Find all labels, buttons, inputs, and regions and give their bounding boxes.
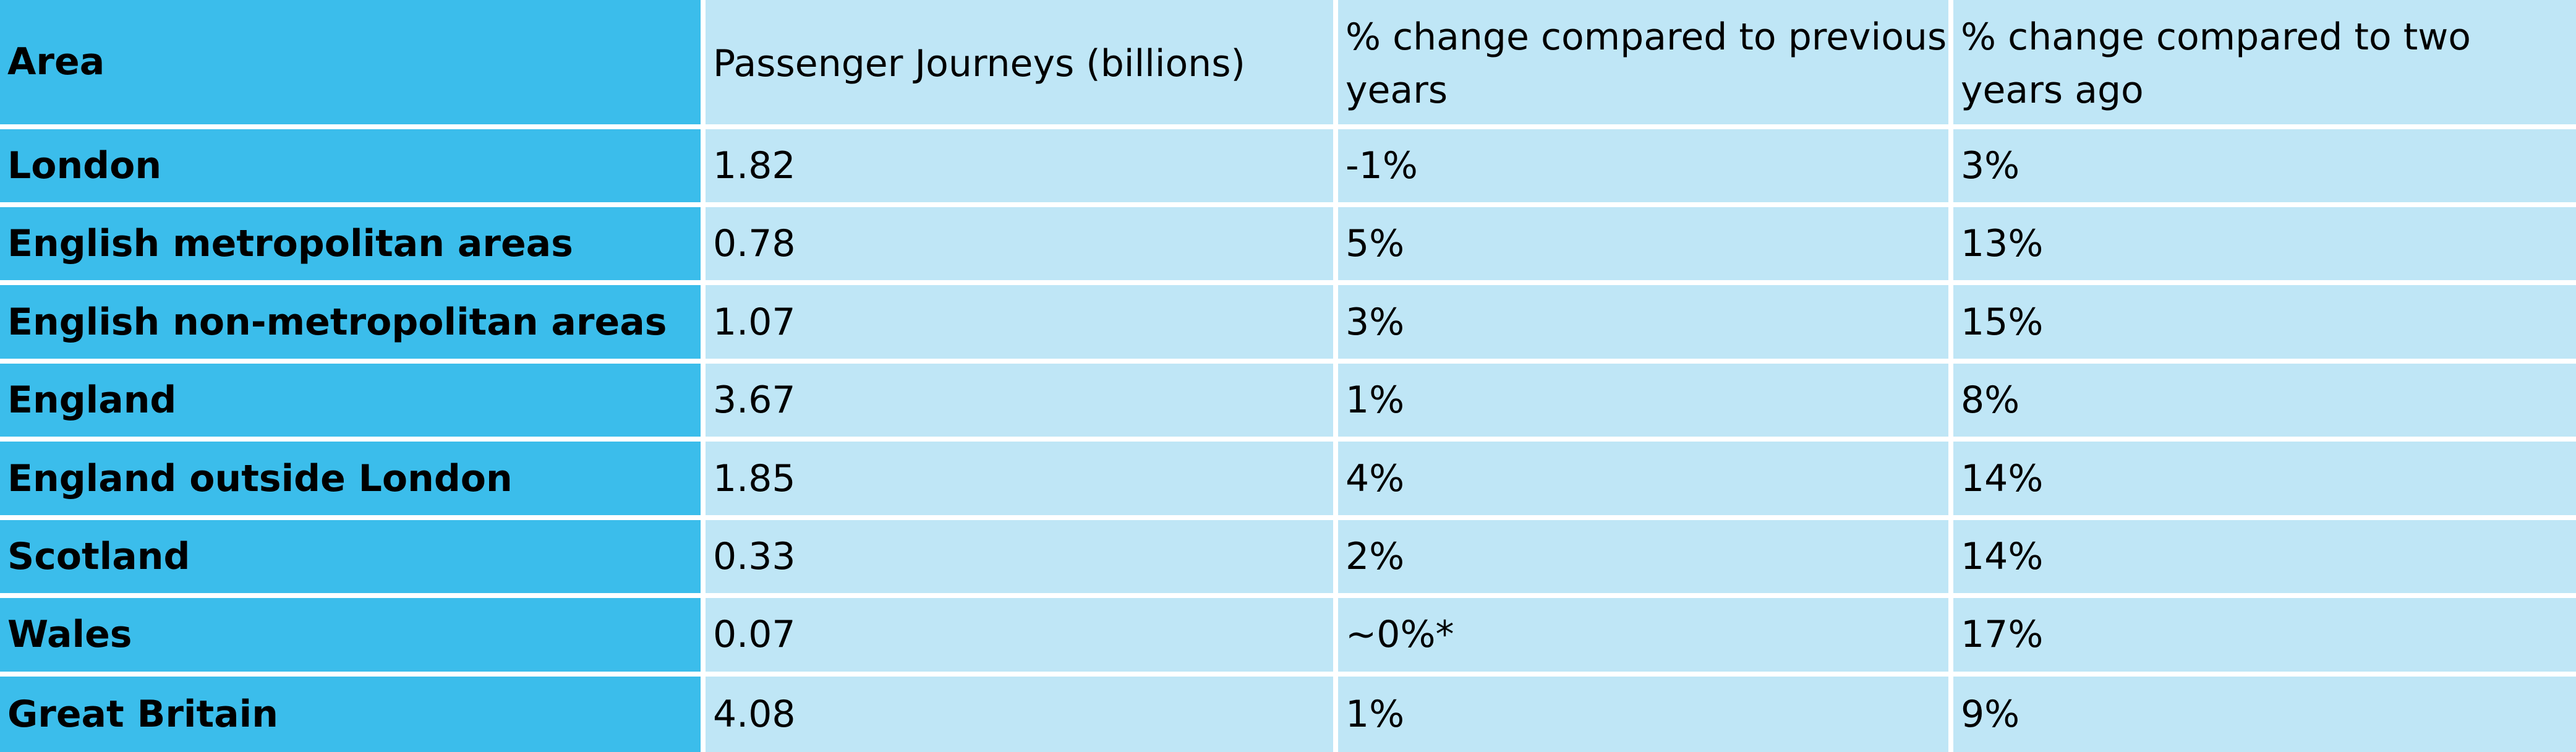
table-row: London 1.82 -1% 3% <box>0 129 2576 208</box>
row-area: English metropolitan areas <box>0 207 706 286</box>
table-row: English non-metropolitan areas 1.07 3% 1… <box>0 285 2576 364</box>
row-change-two-years: 8% <box>1953 363 2576 442</box>
row-journeys: 1.07 <box>706 285 1338 364</box>
header-passenger-journeys: Passenger Journeys (billions) <box>706 0 1338 129</box>
row-change-two-years: 15% <box>1953 285 2576 364</box>
row-change-previous: 5% <box>1338 207 1953 286</box>
row-change-previous: ~0%* <box>1338 598 1953 677</box>
row-change-previous: 1% <box>1338 676 1953 752</box>
row-journeys: 0.33 <box>706 519 1338 599</box>
row-change-previous: 3% <box>1338 285 1953 364</box>
row-area: English non-metropolitan areas <box>0 285 706 364</box>
row-change-previous: 4% <box>1338 442 1953 520</box>
table-row: Great Britain 4.08 1% 9% <box>0 676 2576 752</box>
row-change-previous: 1% <box>1338 363 1953 442</box>
row-change-previous: -1% <box>1338 129 1953 208</box>
table-row: Wales 0.07 ~0%* 17% <box>0 598 2576 677</box>
row-journeys: 0.07 <box>706 598 1338 677</box>
row-change-previous: 2% <box>1338 519 1953 599</box>
table-row: England 3.67 1% 8% <box>0 363 2576 442</box>
table-row: Scotland 0.33 2% 14% <box>0 519 2576 599</box>
row-change-two-years: 9% <box>1953 676 2576 752</box>
row-area: England <box>0 363 706 442</box>
row-area: Wales <box>0 598 706 677</box>
table-row: English metropolitan areas 0.78 5% 13% <box>0 207 2576 286</box>
header-change-two-years: % change compared to two years ago <box>1953 0 2576 129</box>
row-area: Scotland <box>0 519 706 599</box>
header-area: Area <box>0 0 706 129</box>
header-change-previous-year: % change compared to previous years <box>1338 0 1953 129</box>
row-journeys: 4.08 <box>706 676 1338 752</box>
table-row: England outside London 1.85 4% 14% <box>0 442 2576 520</box>
row-area: Great Britain <box>0 676 706 752</box>
row-journeys: 0.78 <box>706 207 1338 286</box>
row-area: London <box>0 129 706 208</box>
row-journeys: 1.85 <box>706 442 1338 520</box>
row-change-two-years: 14% <box>1953 442 2576 520</box>
table-header-row: Area Passenger Journeys (billions) % cha… <box>0 0 2576 129</box>
row-journeys: 3.67 <box>706 363 1338 442</box>
row-change-two-years: 3% <box>1953 129 2576 208</box>
row-area: England outside London <box>0 442 706 520</box>
row-change-two-years: 17% <box>1953 598 2576 677</box>
row-change-two-years: 13% <box>1953 207 2576 286</box>
row-journeys: 1.82 <box>706 129 1338 208</box>
row-change-two-years: 14% <box>1953 519 2576 599</box>
